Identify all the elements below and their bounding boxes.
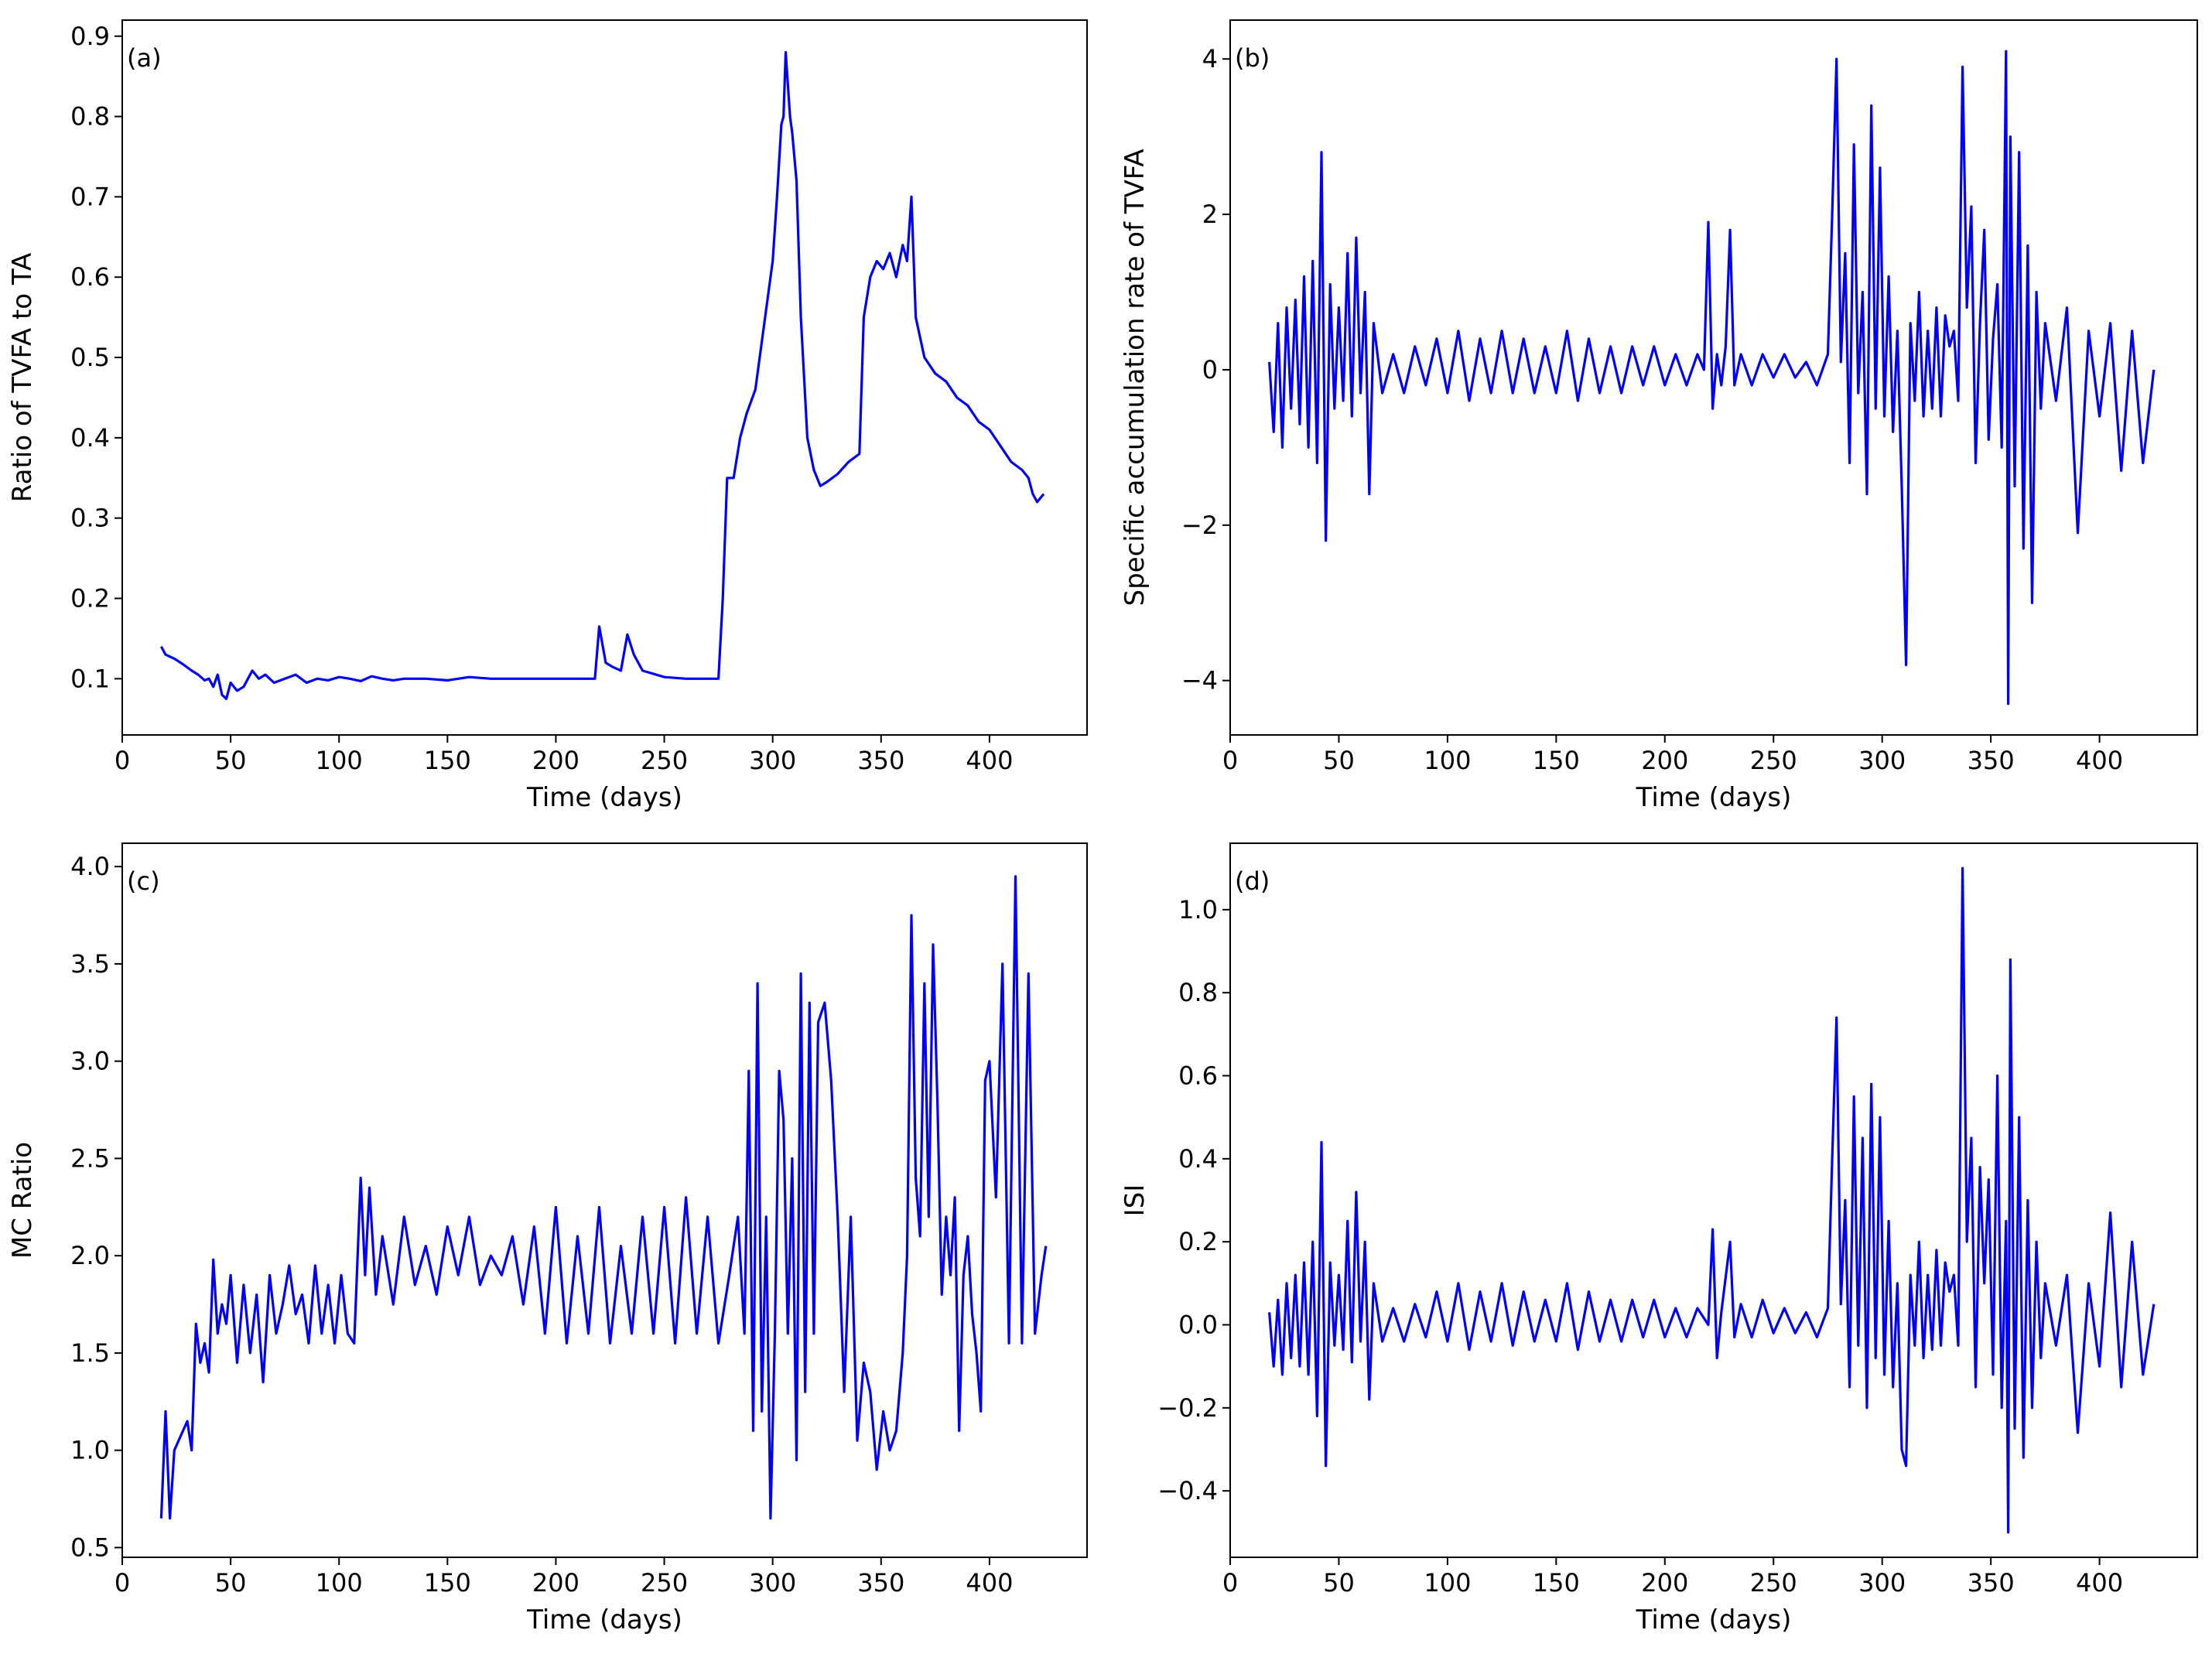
y-tick-label: 3.5 (70, 949, 110, 979)
x-tick-label: 300 (749, 746, 796, 775)
chart-panel-4: 0 50 100 150 200 250 300 350 400 −0.4 −0.2 0.0 0.2 0.… (1120, 842, 2198, 1635)
y-tick-label: −4 (1181, 666, 1218, 695)
y-tick-label: 4 (1202, 44, 1218, 73)
y-tick-label: 0.2 (70, 584, 110, 613)
x-tick-label: 50 (215, 1568, 247, 1598)
x-tick-label: 0 (1222, 746, 1238, 775)
x-tick-label: 150 (424, 1568, 471, 1598)
x-tick-label: 250 (641, 1568, 688, 1598)
chart-panel-2: 0 50 100 150 200 250 300 350 400 −4 −2 0 2 4 Time (day… (1120, 19, 2198, 813)
x-axis-label: Time (days) (526, 1604, 682, 1635)
y-tick-label: 0.8 (1178, 978, 1218, 1007)
plot-frame (121, 19, 1088, 736)
x-tick-label: 350 (1968, 746, 2015, 775)
y-tick-label: 4.0 (70, 852, 110, 881)
x-tick-label: 100 (316, 746, 363, 775)
x-tick-label: 100 (316, 1568, 363, 1598)
series-line (159, 50, 1045, 700)
panel-label: (d) (1235, 866, 1270, 896)
y-tick-label: −0.4 (1157, 1476, 1218, 1505)
x-tick-label: 200 (532, 746, 579, 775)
y-tick-label: 0.0 (1178, 1310, 1218, 1339)
x-tick-label: 0 (1222, 1568, 1238, 1598)
x-tick-label: 250 (1750, 746, 1797, 775)
chart-panel-1: 0 50 100 150 200 250 300 350 400 0.1 0.2 0.3 0.4 0.5 0… (7, 19, 1088, 813)
x-tick-label: 400 (2076, 1568, 2123, 1598)
y-tick-label: 2.5 (70, 1143, 110, 1173)
x-tick-label: 150 (424, 746, 471, 775)
x-tick-label: 0 (115, 1568, 130, 1598)
y-tick-label: 0.6 (70, 262, 110, 292)
y-tick-label: 0 (1202, 355, 1218, 384)
y-tick-label: 3.0 (70, 1047, 110, 1076)
y-tick-label: 0.4 (1178, 1144, 1218, 1174)
x-tick-label: 250 (1750, 1568, 1797, 1598)
y-tick-label: 0.6 (1178, 1061, 1218, 1091)
x-tick-label: 350 (1968, 1568, 2015, 1598)
plot-frame (121, 842, 1088, 1558)
y-axis-label: ISI (1120, 1184, 1150, 1217)
y-tick-label: 0.4 (70, 423, 110, 453)
chart-panel-3: 0 50 100 150 200 250 300 350 400 0.5 1.0 1.5 2.0 2.5 3… (7, 842, 1088, 1635)
y-tick-label: 2 (1202, 200, 1218, 229)
y-tick-label: 2.0 (70, 1241, 110, 1270)
y-tick-label: 0.7 (70, 182, 110, 211)
x-tick-label: 200 (532, 1568, 579, 1598)
x-tick-label: 350 (857, 746, 904, 775)
y-tick-label: 1.0 (1178, 895, 1218, 924)
plot-frame (1229, 19, 2198, 736)
y-tick-label: 0.9 (70, 22, 110, 51)
y-tick-label: 0.3 (70, 504, 110, 533)
x-tick-label: 250 (641, 746, 688, 775)
y-axis-label: Specific accumulation rate of TVFA (1120, 149, 1150, 607)
x-tick-label: 50 (1323, 746, 1355, 775)
x-tick-label: 350 (857, 1568, 904, 1598)
x-tick-label: 50 (215, 746, 247, 775)
y-tick-label: 0.5 (70, 343, 110, 372)
x-tick-label: 400 (966, 1568, 1013, 1598)
x-axis-label: Time (days) (1636, 1604, 1792, 1635)
x-axis-label: Time (days) (1636, 782, 1792, 813)
x-tick-label: 50 (1323, 1568, 1355, 1598)
y-tick-label: −2 (1181, 511, 1218, 540)
y-tick-label: 0.2 (1178, 1227, 1218, 1256)
series-line (159, 875, 1048, 1520)
panel-label: (c) (127, 866, 160, 896)
panel-label: (a) (127, 43, 162, 73)
series-line (1268, 866, 2156, 1534)
y-tick-label: 1.0 (70, 1436, 110, 1465)
y-tick-label: 0.1 (70, 664, 110, 693)
x-axis-label: Time (days) (526, 782, 682, 813)
x-tick-label: 100 (1424, 1568, 1471, 1598)
y-axis-label: Ratio of TVFA to TA (7, 253, 38, 503)
x-tick-label: 300 (1858, 746, 1906, 775)
x-tick-label: 0 (115, 746, 130, 775)
x-tick-label: 100 (1424, 746, 1471, 775)
y-axis-label: MC Ratio (7, 1142, 38, 1259)
x-tick-label: 150 (1533, 746, 1580, 775)
x-tick-label: 300 (749, 1568, 796, 1598)
y-tick-label: 0.5 (70, 1533, 110, 1562)
x-tick-label: 300 (1858, 1568, 1906, 1598)
x-tick-label: 200 (1641, 1568, 1688, 1598)
y-tick-label: −0.2 (1157, 1393, 1218, 1423)
panel-label: (b) (1235, 43, 1270, 73)
x-tick-label: 400 (2076, 746, 2123, 775)
plot-frame (1229, 842, 2198, 1558)
x-tick-label: 200 (1641, 746, 1688, 775)
y-tick-label: 1.5 (70, 1338, 110, 1368)
y-tick-label: 0.8 (70, 102, 110, 132)
series-line (1268, 50, 2156, 706)
x-tick-label: 400 (966, 746, 1013, 775)
x-tick-label: 150 (1533, 1568, 1580, 1598)
